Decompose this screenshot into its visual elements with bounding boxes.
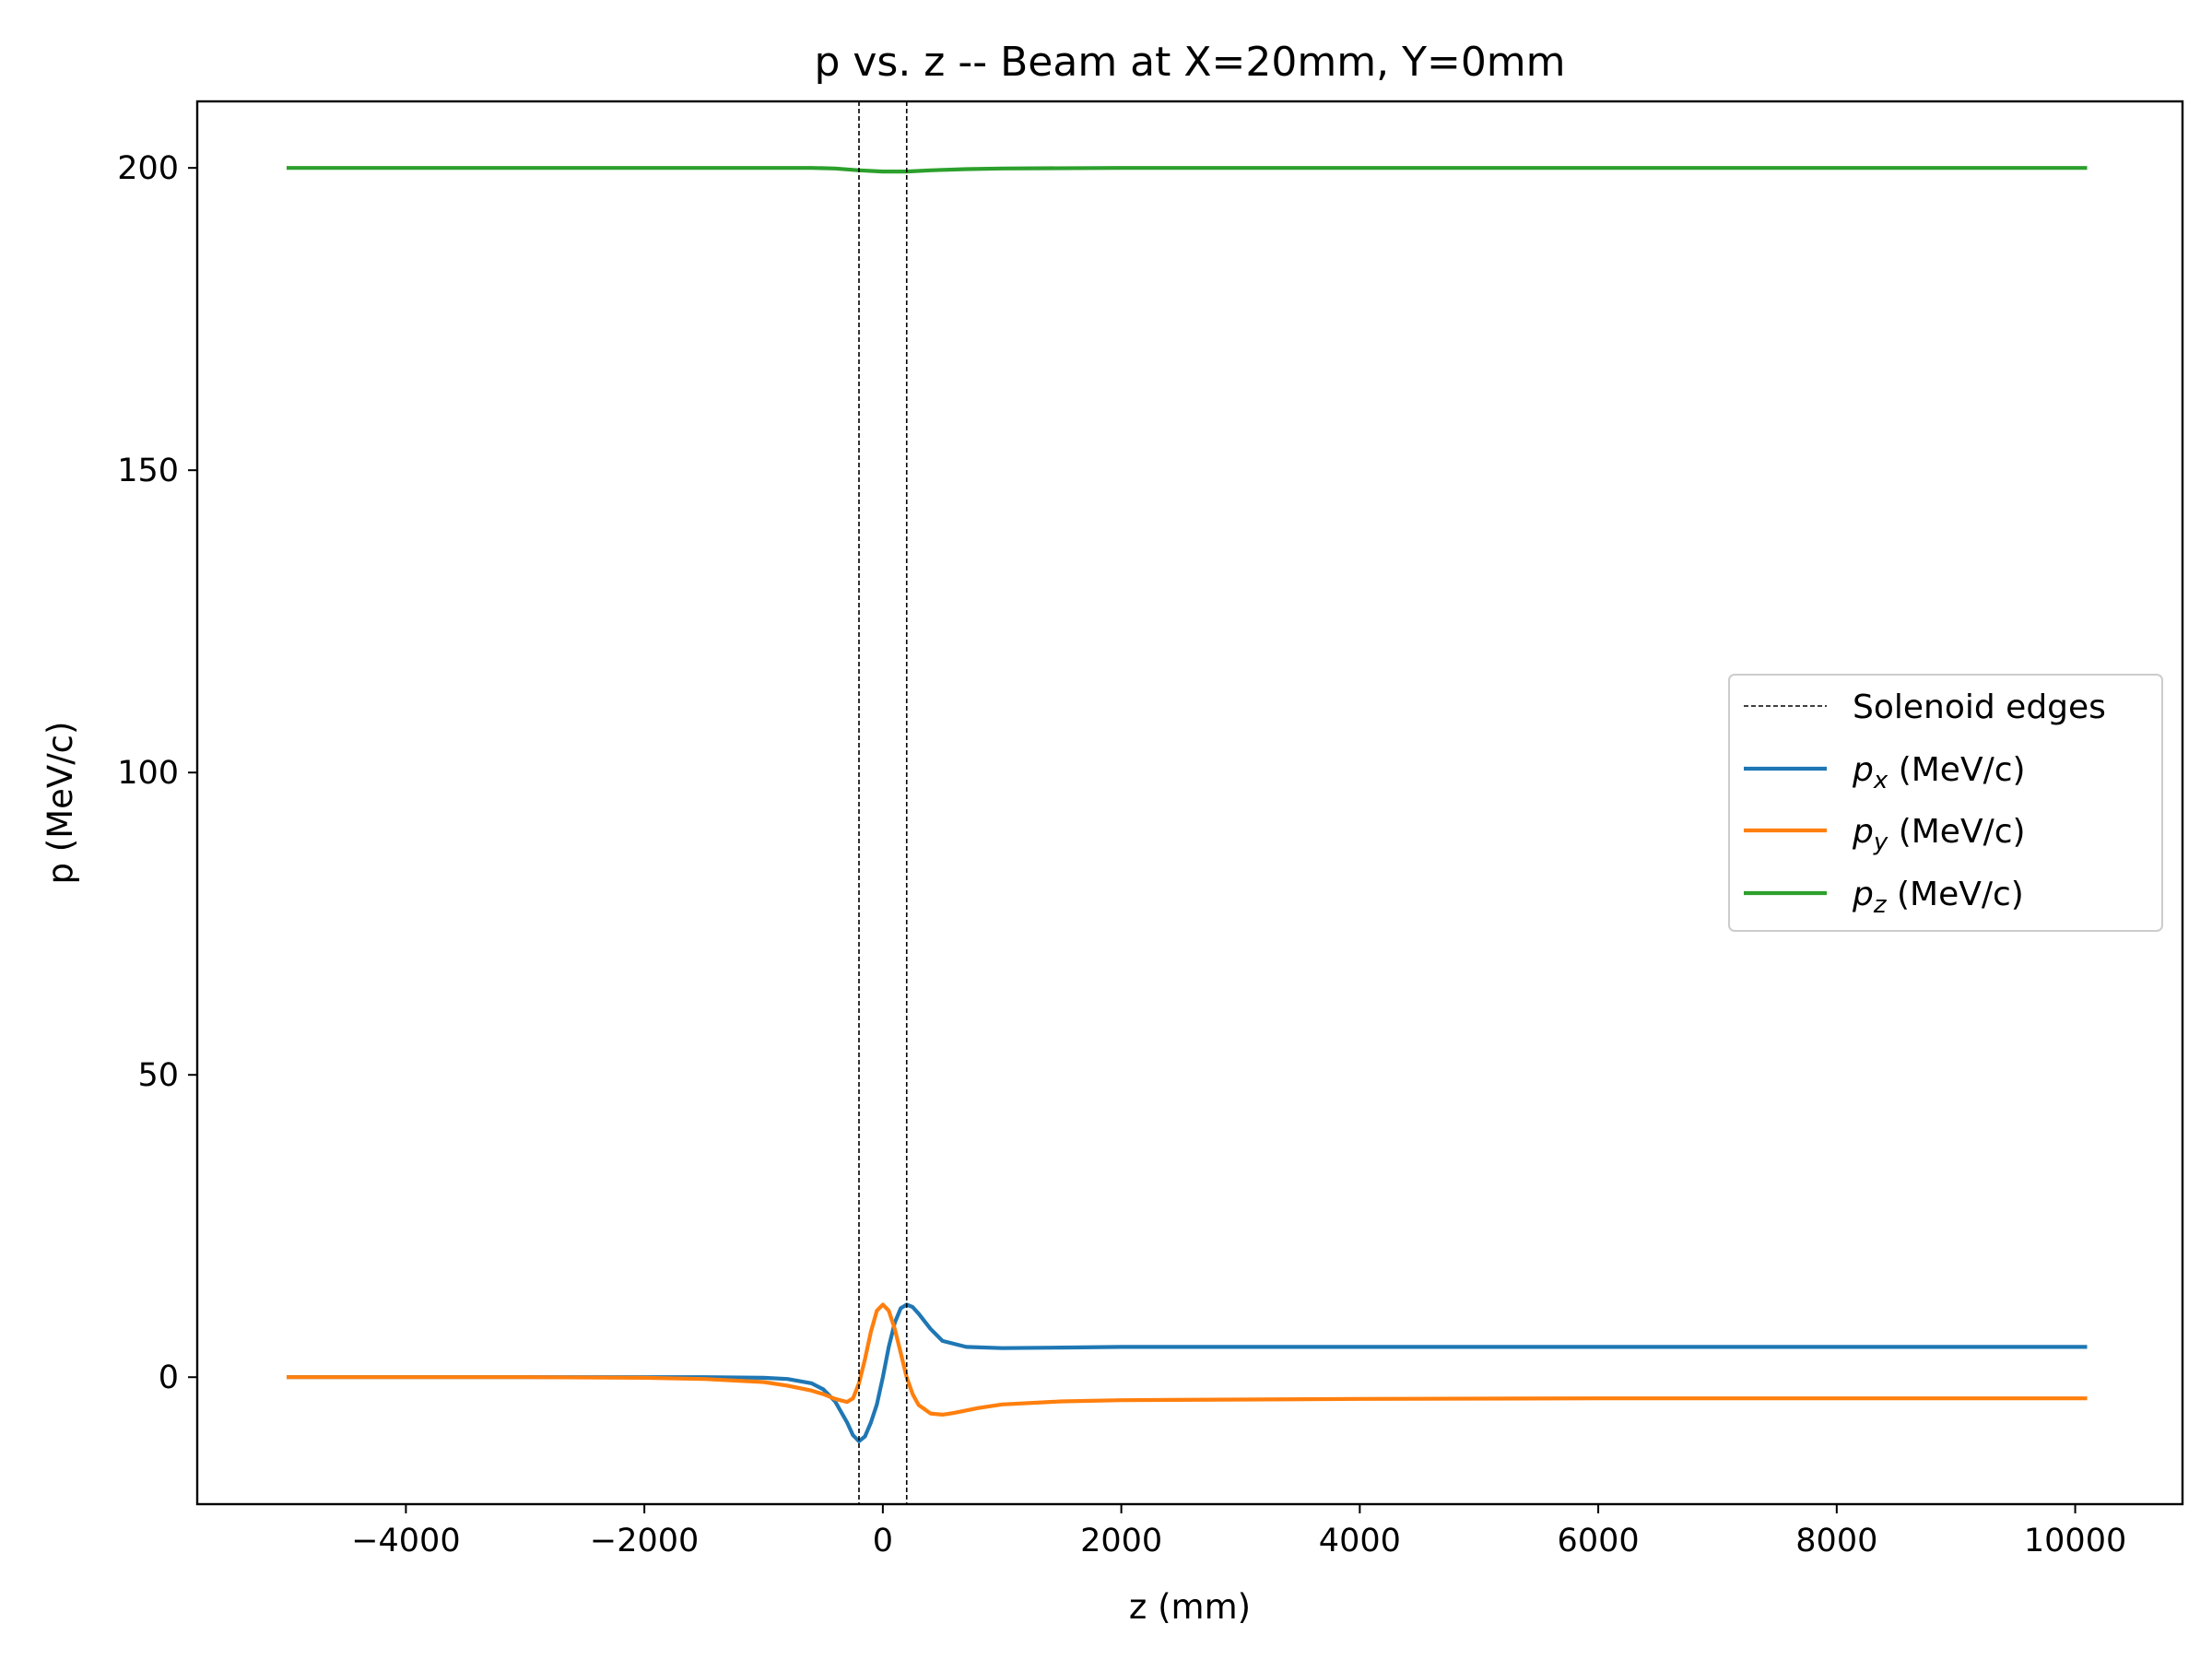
- series-line-px: [287, 1302, 2088, 1443]
- y-tick-label: 200: [117, 150, 179, 187]
- y-tick-label: 50: [137, 1057, 179, 1094]
- legend-label-py: py (MeV/c): [1852, 813, 2026, 856]
- legend-label-pz: pz (MeV/c): [1852, 876, 2024, 919]
- x-tick-label: 4000: [1319, 1523, 1401, 1559]
- chart-title: p vs. z -- Beam at X=20mm, Y=0mm: [814, 39, 1565, 86]
- x-tick-label: 10000: [2024, 1523, 2126, 1559]
- x-tick-label: 2000: [1080, 1523, 1162, 1559]
- legend-label-solenoid-edges: Solenoid edges: [1853, 688, 2106, 726]
- y-tick-label: 100: [117, 755, 179, 792]
- series-line-py: [287, 1302, 2088, 1417]
- x-tick-label: 6000: [1558, 1523, 1640, 1559]
- series-line-pz: [287, 166, 2088, 174]
- y-tick-label: 0: [159, 1359, 179, 1396]
- legend: Solenoid edges px (MeV/c) py (MeV/c) pz (M…: [1728, 674, 2163, 932]
- legend-label-px: px (MeV/c): [1852, 751, 2026, 794]
- x-tick-label: 8000: [1795, 1523, 1877, 1559]
- x-tick-label: −2000: [590, 1523, 699, 1559]
- x-tick-label: 0: [873, 1523, 893, 1559]
- legend-box: [1728, 674, 2163, 932]
- x-axis-label: z (mm): [1129, 1587, 1251, 1627]
- x-tick-label: −4000: [351, 1523, 460, 1559]
- y-axis-label: p (MeV/c): [41, 722, 80, 885]
- plot-area-frame: [195, 100, 2184, 1506]
- y-tick-label: 150: [117, 453, 179, 489]
